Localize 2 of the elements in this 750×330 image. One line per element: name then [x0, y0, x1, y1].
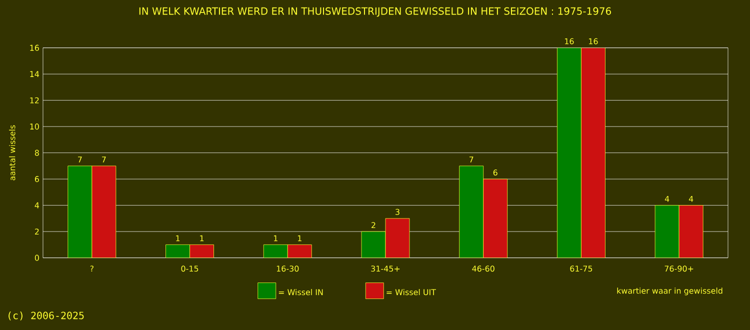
chart-title: IN WELK KWARTIER WERD ER IN THUISWEDSTRIJDEN GEWISSELD IN HET SEIZOEN : 1975-1976 [139, 7, 611, 17]
text: (c) 2006-2025 [8, 312, 84, 320]
